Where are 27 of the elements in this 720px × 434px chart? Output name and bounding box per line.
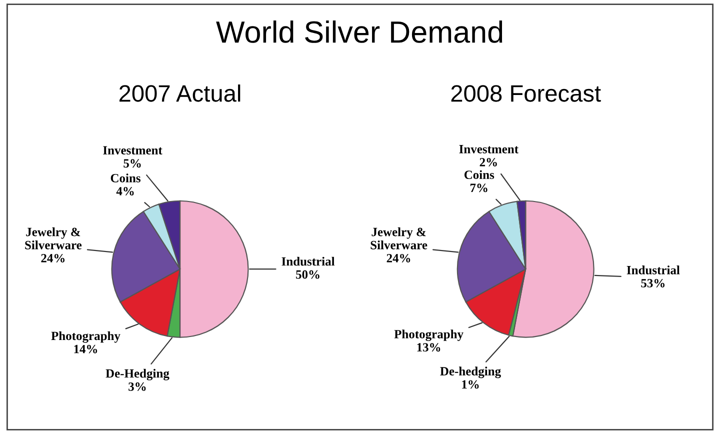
data-label: 2% — [480, 158, 497, 166]
data-label: 14% — [74, 344, 98, 354]
slice-label: Photography — [51, 331, 120, 343]
slice-label: Coins — [464, 170, 494, 180]
slice-label: Investment — [459, 145, 518, 154]
slice-label: Coins — [110, 174, 140, 182]
data-label: 24% — [41, 254, 65, 262]
slice-label: De-hedging — [440, 366, 501, 378]
slice-label: Industrial — [282, 256, 335, 266]
data-label: 50% — [296, 270, 320, 279]
data-label: 13% — [417, 343, 440, 352]
slice-label: Industrial — [626, 266, 680, 274]
slice-label: Photography — [394, 330, 464, 342]
slice-label: Jewelry & Silverware — [370, 227, 428, 250]
slice-label: Jewelry & Silverware — [25, 227, 82, 250]
data-label: 1% — [462, 380, 479, 389]
data-label: 53% — [641, 278, 665, 288]
chart-title: 2008 Forecast — [451, 85, 601, 102]
data-label: 7% — [470, 184, 488, 192]
chart-title: 2007 Actual — [119, 84, 240, 102]
data-label: 3% — [128, 382, 146, 391]
text: World Silver Demand — [216, 20, 502, 43]
data-label: 24% — [386, 254, 410, 262]
slice-label: De-Hedging — [106, 368, 170, 380]
data-label: 4% — [116, 186, 134, 196]
data-label: 5% — [124, 159, 141, 168]
slice-label: Investment — [103, 146, 162, 155]
